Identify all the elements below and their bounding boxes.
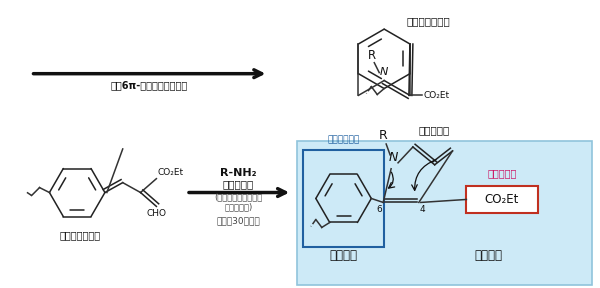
Text: N: N — [380, 67, 388, 77]
Text: CO₂Et: CO₂Et — [485, 193, 519, 206]
Text: CO₂Et: CO₂Et — [157, 168, 184, 177]
Text: 6: 6 — [376, 205, 382, 214]
Text: 一級アミン: 一級アミン — [223, 180, 254, 190]
Text: 電子求引基: 電子求引基 — [487, 168, 517, 178]
Bar — [303, 150, 384, 247]
Text: 共役系置換基: 共役系置換基 — [328, 135, 360, 144]
Text: 共役イミン: 共役イミン — [418, 125, 449, 135]
Text: 室温、30分以内: 室温、30分以内 — [217, 216, 260, 225]
Text: N: N — [388, 151, 398, 164]
Text: 活性化！: 活性化！ — [329, 249, 358, 262]
Text: ピリジン誤導体: ピリジン誤導体 — [407, 16, 451, 26]
Text: (リジン、エタノール: (リジン、エタノール — [214, 192, 263, 202]
Text: 高速6π-アザ電子環状反応: 高速6π-アザ電子環状反応 — [111, 81, 188, 90]
Text: R-NH₂: R-NH₂ — [220, 168, 257, 178]
Text: R: R — [368, 49, 376, 62]
Text: 4: 4 — [420, 205, 425, 214]
Text: CHO: CHO — [146, 209, 166, 218]
Text: 共役アルデヒド: 共役アルデヒド — [59, 230, 101, 240]
Text: R: R — [379, 129, 388, 142]
Text: CO₂Et: CO₂Et — [424, 91, 450, 100]
Bar — [297, 141, 592, 285]
Text: 活性化！: 活性化！ — [474, 249, 502, 262]
Text: アミンなど): アミンなど) — [224, 202, 253, 211]
Bar — [466, 185, 538, 213]
